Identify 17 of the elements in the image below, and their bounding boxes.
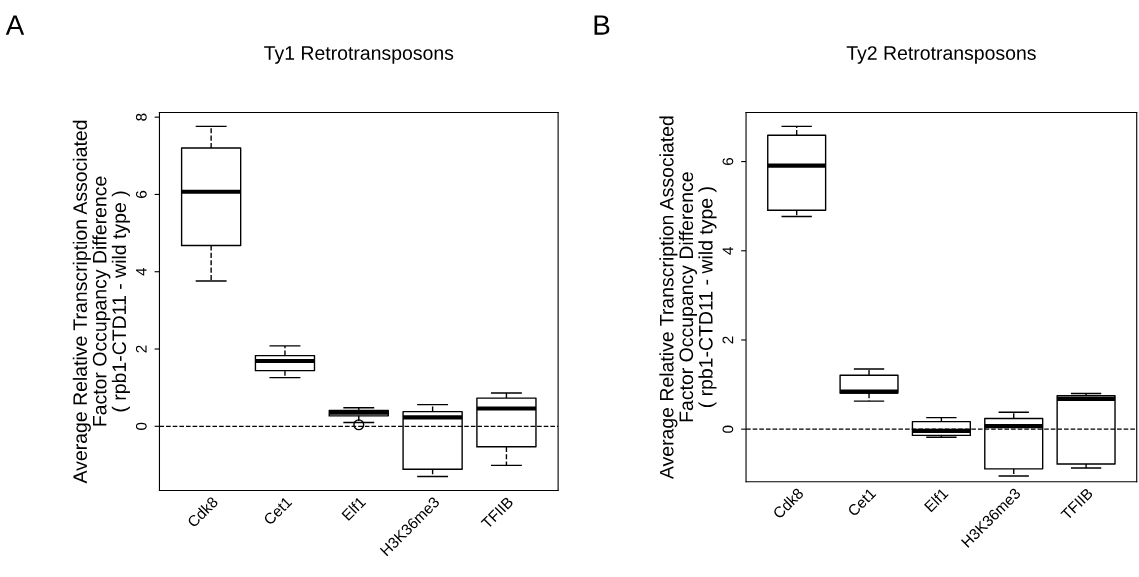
y-tick-label: 0 [135, 422, 147, 430]
x-tick-label: Elf1 [341, 495, 367, 521]
y-tick-label: 4 [136, 267, 147, 276]
y-tick-label: 4 [722, 246, 734, 255]
y-axis-title: Average Relative Transcription Associated Factor Occupancy Difference ( rpb1-CTD11 - wild type ) [72, 120, 130, 484]
y-tick-label: 6 [135, 190, 147, 198]
y-tick-label: 6 [722, 158, 734, 166]
y-tick-label: 2 [135, 345, 147, 353]
chart-title: Ty2 Retrotransposons [846, 46, 1036, 64]
y-tick-label: 0 [722, 425, 734, 433]
y-tick-label: 2 [722, 336, 734, 344]
text: B [594, 15, 610, 35]
text: A [5, 15, 25, 35]
y-tick-label: 8 [135, 113, 147, 121]
x-tick-label: Elf1 [923, 487, 949, 513]
chart-title: Ty1 Retrotransposons [264, 46, 454, 64]
y-axis-title: Average Relative Transcription Associated Factor Occupancy Difference ( rpb1-CTD11 - wild type ) [659, 116, 717, 480]
